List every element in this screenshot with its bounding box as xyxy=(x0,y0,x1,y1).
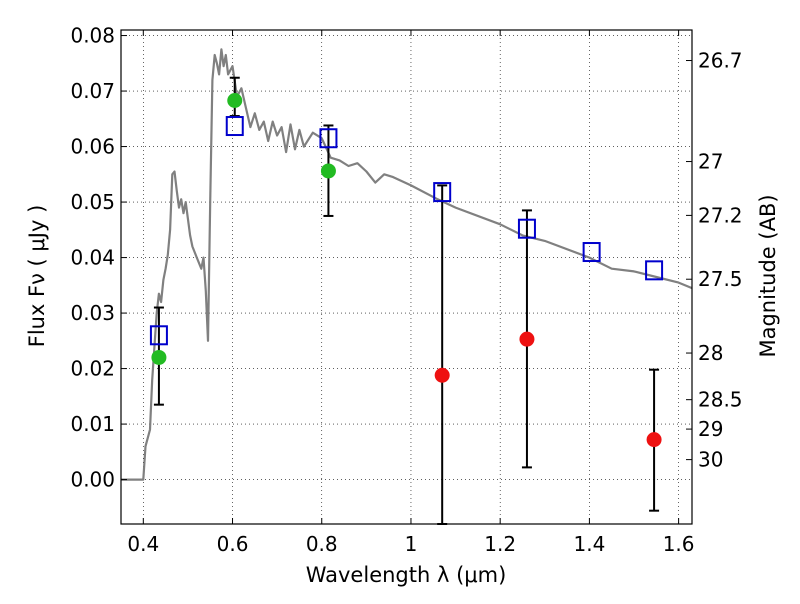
detection-point xyxy=(320,163,336,179)
detection-point xyxy=(227,92,243,108)
y-right-tick-label: 27.5 xyxy=(698,267,743,291)
model-photometry-box xyxy=(319,128,338,149)
model-photometry-box xyxy=(582,242,601,263)
y-right-tick-label: 30 xyxy=(698,448,723,472)
y-tick-label: 0.00 xyxy=(70,468,115,492)
y-right-tick-label: 29 xyxy=(698,417,723,441)
y-tick-label: 0.01 xyxy=(70,412,115,436)
upper-limit-point xyxy=(434,367,450,383)
y-axis-right-label: Magnitude (AB) xyxy=(756,194,780,357)
y-right-tick-label: 27.2 xyxy=(698,203,743,227)
y-tick-label: 0.03 xyxy=(70,301,115,325)
x-tick-label: 1.4 xyxy=(573,532,605,556)
y-tick-label: 0.02 xyxy=(70,357,115,381)
model-photometry-box xyxy=(433,182,452,203)
plot-frame xyxy=(120,29,693,525)
y-tick-label: 0.05 xyxy=(70,190,115,214)
detection-point xyxy=(151,349,167,365)
upper-limit-point xyxy=(646,432,662,448)
y-tick-label: 0.06 xyxy=(70,135,115,159)
y-right-tick-label: 28 xyxy=(698,341,723,365)
y-tick-label: 0.04 xyxy=(70,246,115,270)
model-photometry-box xyxy=(149,325,168,346)
y-tick-label: 0.07 xyxy=(70,79,115,103)
model-photometry-box xyxy=(517,218,536,239)
y-axis-label: Flux Fν ( μJy ) xyxy=(25,205,49,348)
y-right-tick-label: 28.5 xyxy=(698,388,743,412)
y-right-tick-label: 26.7 xyxy=(698,49,743,73)
x-tick-label: 1 xyxy=(405,532,418,556)
x-axis-label: Wavelength λ (μm) xyxy=(306,563,507,587)
y-right-tick-label: 27 xyxy=(698,150,723,174)
y-tick-label: 0.08 xyxy=(70,24,115,48)
model-photometry-box xyxy=(645,260,664,281)
x-tick-label: 0.8 xyxy=(306,532,338,556)
model-spectrum-line xyxy=(121,48,693,481)
x-tick-label: 1.6 xyxy=(663,532,695,556)
x-tick-label: 0.6 xyxy=(217,532,249,556)
model-photometry-box xyxy=(225,116,244,137)
upper-limit-point xyxy=(519,331,535,347)
x-tick-label: 0.4 xyxy=(127,532,159,556)
x-tick-label: 1.2 xyxy=(484,532,516,556)
